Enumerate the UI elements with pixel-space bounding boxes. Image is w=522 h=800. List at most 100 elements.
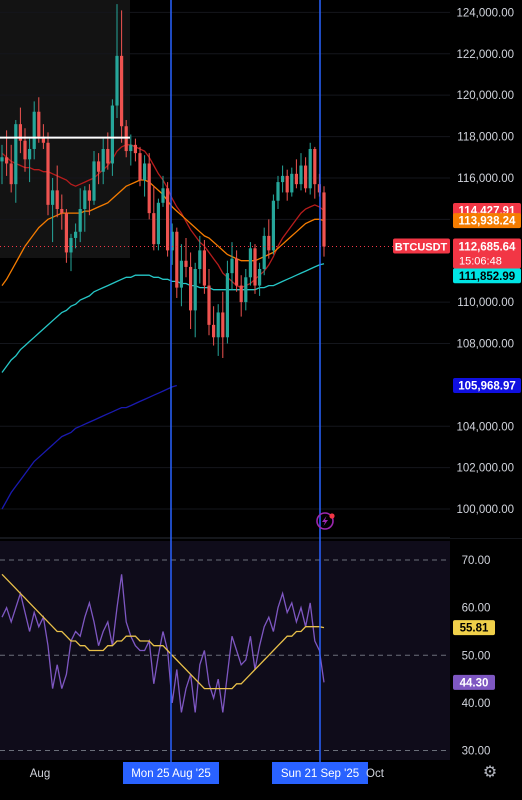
time-axis-marker-label[interactable]: Sun 21 Sep '25: [281, 768, 359, 780]
price-tag: 111,852.99: [459, 271, 515, 283]
candle: [258, 262, 262, 296]
candle-body: [87, 190, 91, 201]
price-tick-label: 120,000.00: [456, 90, 514, 102]
candle: [97, 153, 101, 185]
candle: [276, 175, 280, 209]
candle: [308, 142, 312, 195]
candle: [133, 138, 137, 162]
price-tag: 105,968.97: [458, 381, 516, 393]
candle-body: [221, 312, 225, 338]
candle-body: [18, 124, 22, 141]
candle: [64, 208, 68, 263]
candle-body: [156, 202, 160, 245]
candle-body: [175, 231, 179, 288]
candle: [271, 194, 275, 255]
candle-body: [281, 175, 285, 183]
candle: [55, 165, 59, 218]
candle-body: [0, 157, 4, 162]
lightning-alert-icon[interactable]: [316, 512, 335, 530]
candle-body: [294, 173, 298, 185]
candle: [262, 227, 266, 276]
candle-body: [83, 190, 87, 209]
candle-body: [5, 157, 9, 164]
price-tag: 113,938.24: [459, 216, 517, 228]
rsi-axis-background: [450, 539, 522, 762]
candle-body: [276, 182, 280, 201]
candle-body: [253, 248, 257, 286]
candle: [221, 291, 225, 358]
candle-body: [152, 213, 156, 245]
candle: [74, 223, 78, 249]
candle: [115, 4, 119, 118]
candle: [161, 175, 165, 207]
price-tick-label: 110,000.00: [457, 297, 514, 309]
candle-body: [64, 213, 68, 253]
candle: [32, 101, 36, 160]
candle-body: [115, 55, 119, 106]
candle: [230, 242, 234, 290]
candle-body: [166, 188, 170, 251]
candle-body: [230, 258, 234, 274]
candle-body: [60, 208, 64, 214]
candle-body: [147, 163, 151, 214]
ma-line-3: [1, 263, 325, 373]
rsi-tick-label: 30.00: [462, 745, 491, 757]
time-axis-marker-bg: [272, 762, 368, 784]
candle-body: [262, 235, 266, 269]
candle: [51, 177, 55, 243]
candle-body: [92, 161, 96, 201]
price-tag-bg: [453, 378, 521, 394]
time-axis-marker-label[interactable]: Mon 25 Aug '25: [131, 768, 211, 780]
candle: [239, 275, 243, 317]
candle: [120, 10, 124, 143]
candle-body: [313, 148, 317, 185]
price-tags: 114,427.91113,938.24111,852.99105,968.97…: [393, 202, 521, 690]
rsi-tick-label: 70.00: [462, 555, 491, 567]
price-tick-label: 116,000.00: [457, 173, 514, 185]
horizontal-level[interactable]: [0, 136, 450, 248]
candle: [225, 260, 229, 344]
candle-body: [133, 144, 137, 154]
gear-icon[interactable]: ⚙: [482, 764, 498, 781]
candle-body: [101, 148, 105, 172]
candle: [304, 157, 308, 193]
price-tick-label: 122,000.00: [456, 49, 514, 61]
candle: [101, 138, 105, 185]
candle: [189, 252, 193, 330]
candle-body: [41, 136, 45, 143]
candle: [23, 128, 27, 172]
candle: [69, 233, 73, 272]
candle: [147, 153, 151, 220]
rsi-axis[interactable]: 70.00 60.00 50.00 40.00 30.00: [450, 539, 522, 762]
candle: [281, 165, 285, 193]
candle: [166, 182, 170, 257]
candle: [92, 151, 96, 205]
candle-body: [202, 250, 206, 286]
rsi-tag: 44.30: [460, 677, 489, 689]
candle-body: [212, 324, 216, 338]
candle-body: [143, 163, 147, 181]
candle-body: [138, 153, 142, 181]
rsi-ma-tag-bg: [453, 620, 495, 636]
candle-body: [184, 260, 188, 267]
candle-body: [248, 248, 252, 278]
candle-body: [299, 165, 303, 185]
candle-body: [322, 192, 326, 247]
candle: [28, 138, 32, 183]
time-axis[interactable]: Aug Mon 25 Aug '25 Sun 21 Sep '25 Oct: [30, 762, 385, 784]
candle: [248, 242, 252, 286]
candle: [14, 120, 18, 203]
vertical-markers[interactable]: [170, 0, 321, 762]
candle-body: [110, 105, 114, 164]
symbol-tag-bg: [393, 238, 450, 254]
candle-body: [244, 277, 248, 303]
candle: [294, 159, 298, 189]
candle: [78, 188, 82, 243]
candle-body: [37, 111, 41, 137]
rsi-tick-label: 50.00: [462, 650, 491, 662]
candle-body: [189, 266, 193, 311]
price-tick-label: 124,000.00: [456, 7, 514, 19]
candle-body: [271, 200, 275, 251]
